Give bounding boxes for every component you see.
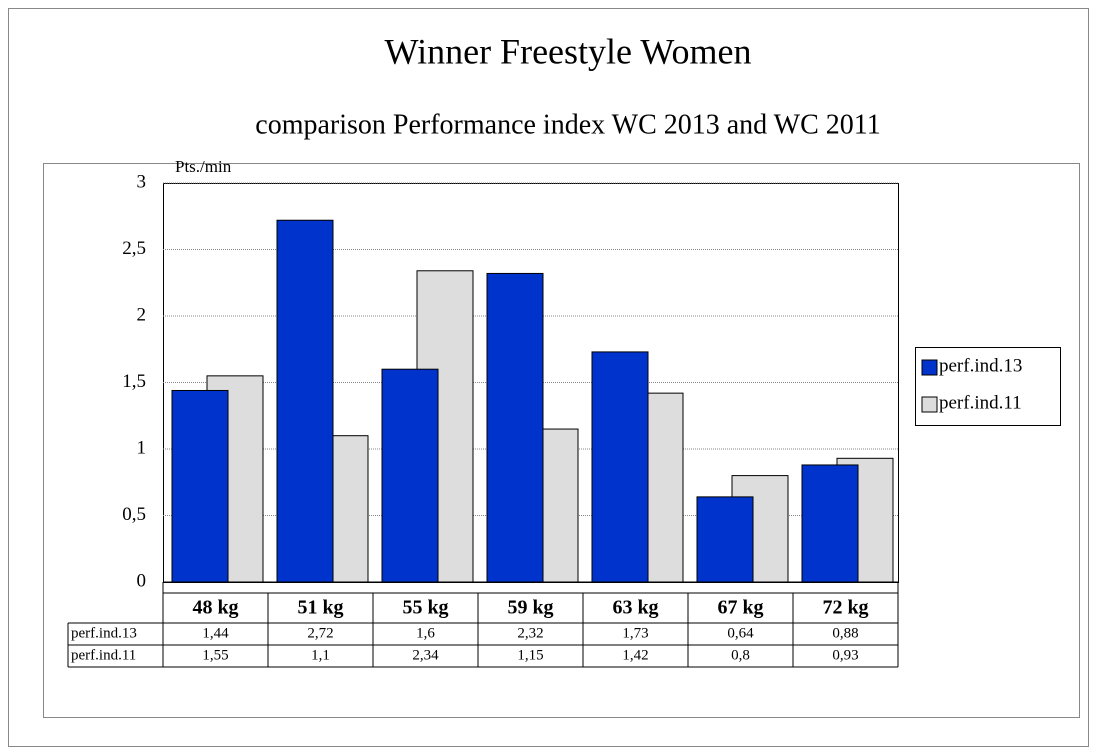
- bar: [276, 219, 334, 583]
- chart-subtitle: comparison Performance index WC 2013 and…: [255, 109, 880, 140]
- legend-label: perf.ind.11: [939, 392, 1022, 413]
- bar: [696, 496, 754, 583]
- table-value: 1,1: [311, 647, 330, 663]
- x-tick-label: 48 kg: [192, 597, 238, 619]
- x-tick-label: 55 kg: [402, 597, 448, 619]
- bar: [486, 272, 544, 583]
- legend-label: perf.ind.13: [939, 355, 1022, 376]
- table-row-label: perf.ind.11: [71, 647, 136, 663]
- legend-swatch: [921, 359, 938, 376]
- table-value: 2,72: [307, 625, 333, 641]
- table-value: 1,73: [622, 625, 648, 641]
- table-value: 1,15: [517, 647, 543, 663]
- table-value: 2,34: [412, 647, 439, 663]
- x-tick-label: 72 kg: [822, 597, 868, 619]
- table-row-label: perf.ind.13: [71, 625, 137, 641]
- bar: [591, 351, 649, 583]
- table-value: 1,42: [622, 647, 648, 663]
- x-tick-label: 67 kg: [717, 597, 763, 619]
- y-tick-label: 2,5: [122, 238, 146, 259]
- y-tick-label: 1,5: [122, 371, 146, 392]
- x-tick-label: 63 kg: [612, 597, 658, 619]
- table-value: 2,32: [517, 625, 543, 641]
- bar: [381, 368, 439, 583]
- table-value: 0,88: [832, 625, 858, 641]
- table-value: 1,44: [202, 625, 229, 641]
- table-value: 1,55: [202, 647, 228, 663]
- legend-box: [915, 347, 1061, 426]
- y-tick-label: 3: [137, 171, 147, 192]
- y-tick-label: 1: [137, 437, 147, 458]
- x-tick-label: 51 kg: [297, 597, 343, 619]
- chart-title: Winner Freestyle Women: [385, 31, 752, 71]
- legend-swatch: [921, 396, 938, 413]
- table-value: 0,93: [832, 647, 858, 663]
- bar: [171, 389, 229, 583]
- y-axis-label: Pts./min: [175, 157, 232, 176]
- y-tick-label: 2: [137, 304, 147, 325]
- table-value: 0,64: [727, 625, 754, 641]
- bar: [801, 464, 859, 583]
- x-tick-label: 59 kg: [507, 597, 553, 619]
- table-value: 1,6: [416, 625, 435, 641]
- y-tick-label: 0,5: [122, 504, 146, 525]
- table-value: 0,8: [731, 647, 750, 663]
- y-tick-label: 0: [137, 570, 147, 591]
